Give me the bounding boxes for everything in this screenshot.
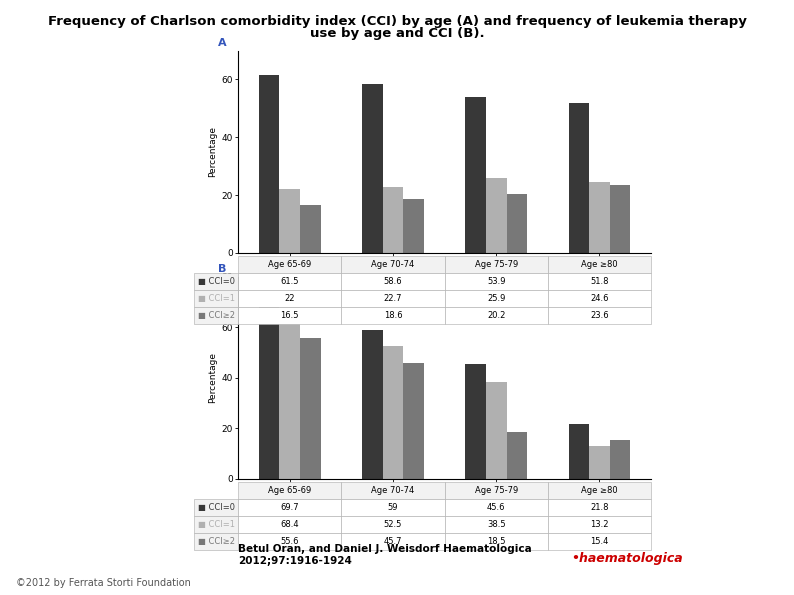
Text: ©2012 by Ferrata Storti Foundation: ©2012 by Ferrata Storti Foundation <box>16 578 191 588</box>
Bar <box>279 306 300 479</box>
Text: Frequency of Charlson comorbidity index (CCI) by age (A) and frequency of leukem: Frequency of Charlson comorbidity index … <box>48 15 746 28</box>
Bar <box>300 339 321 479</box>
Bar <box>465 364 486 479</box>
Text: 2012;97:1916-1924: 2012;97:1916-1924 <box>238 556 352 566</box>
Bar <box>610 184 630 253</box>
Bar <box>279 189 300 253</box>
Bar <box>383 346 403 479</box>
Bar <box>300 205 321 253</box>
Bar <box>259 303 279 479</box>
Text: Betul Oran, and Daniel J. Weisdorf Haematologica: Betul Oran, and Daniel J. Weisdorf Haema… <box>238 544 532 555</box>
Bar <box>403 199 424 253</box>
Text: •haematologica: •haematologica <box>572 552 684 565</box>
Bar <box>589 182 610 253</box>
Bar <box>383 187 403 253</box>
Bar <box>259 75 279 253</box>
Y-axis label: Percentage: Percentage <box>208 352 217 403</box>
Bar <box>569 103 589 253</box>
Bar <box>507 195 527 253</box>
Bar <box>362 83 383 253</box>
Bar <box>569 424 589 479</box>
Bar <box>486 381 507 479</box>
Bar <box>610 440 630 479</box>
Bar <box>465 97 486 253</box>
Bar <box>486 178 507 253</box>
Text: use by age and CCI (B).: use by age and CCI (B). <box>310 27 484 40</box>
Text: B: B <box>218 264 227 274</box>
Bar <box>589 446 610 479</box>
Text: A: A <box>218 37 227 48</box>
Bar <box>362 330 383 479</box>
Bar <box>507 432 527 479</box>
Y-axis label: Percentage: Percentage <box>208 126 217 177</box>
Bar <box>403 364 424 479</box>
